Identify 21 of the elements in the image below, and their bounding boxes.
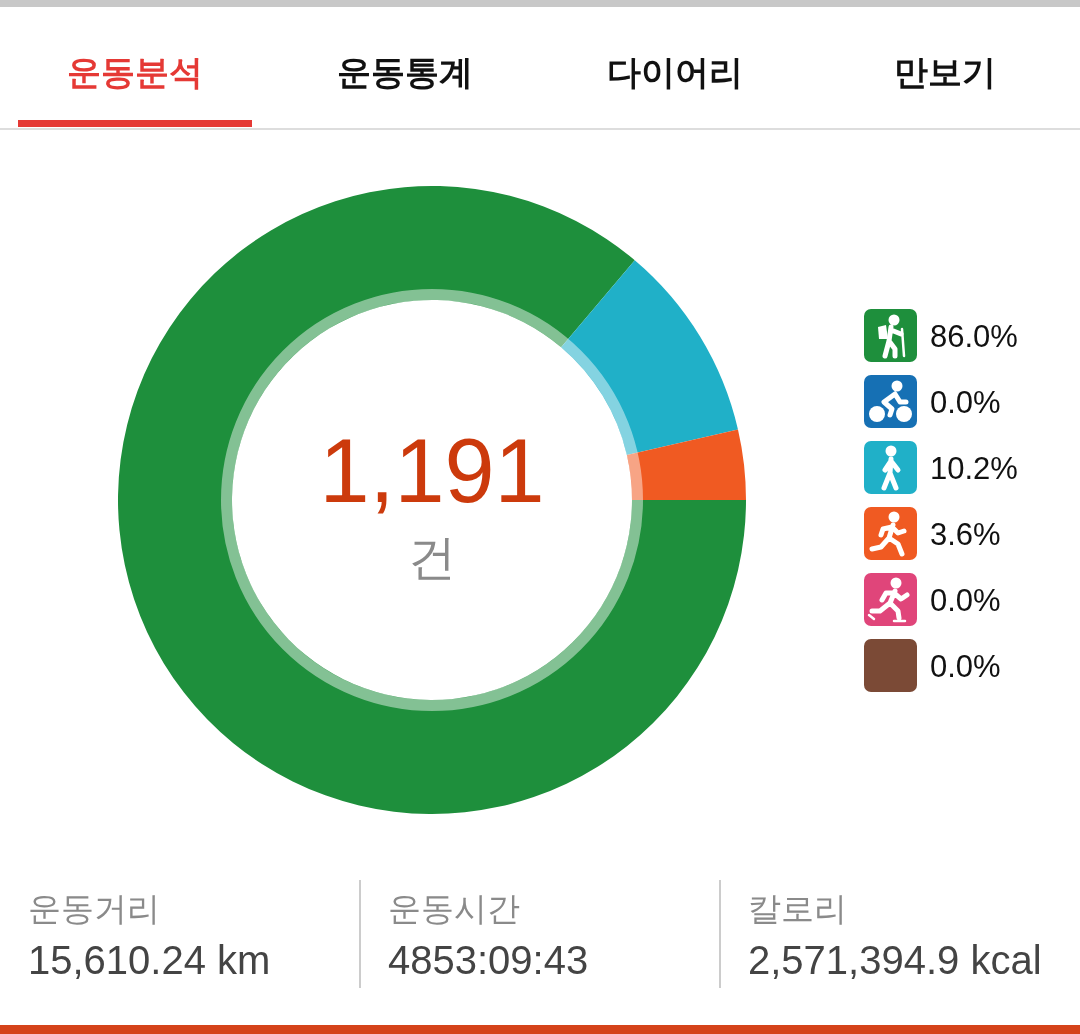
- text: 4853:09:43: [388, 938, 589, 982]
- text: 0.0%: [930, 583, 1001, 618]
- text: 만보기: [894, 53, 996, 91]
- text: 운동거리: [28, 890, 160, 927]
- text: 운동통계: [337, 53, 473, 91]
- text: 다이어리: [607, 53, 743, 91]
- text: 운동시간: [388, 890, 520, 927]
- donut-slice: [626, 429, 746, 500]
- text: 0.0%: [930, 385, 1001, 420]
- text: 칼로리: [748, 890, 847, 927]
- text: 운동분석: [67, 53, 203, 91]
- text: 0.0%: [930, 649, 1001, 684]
- text: 3.6%: [930, 517, 1001, 552]
- text: 15,610.24 km: [28, 938, 271, 982]
- text: 86.0%: [930, 319, 1018, 354]
- donut-slice: [118, 186, 746, 814]
- text: 1,191: [319, 421, 545, 521]
- text: 2,571,394.9 kcal: [748, 938, 1042, 982]
- text: 10.2%: [930, 451, 1018, 486]
- donut-slice: [561, 260, 738, 456]
- text: 건: [408, 531, 456, 584]
